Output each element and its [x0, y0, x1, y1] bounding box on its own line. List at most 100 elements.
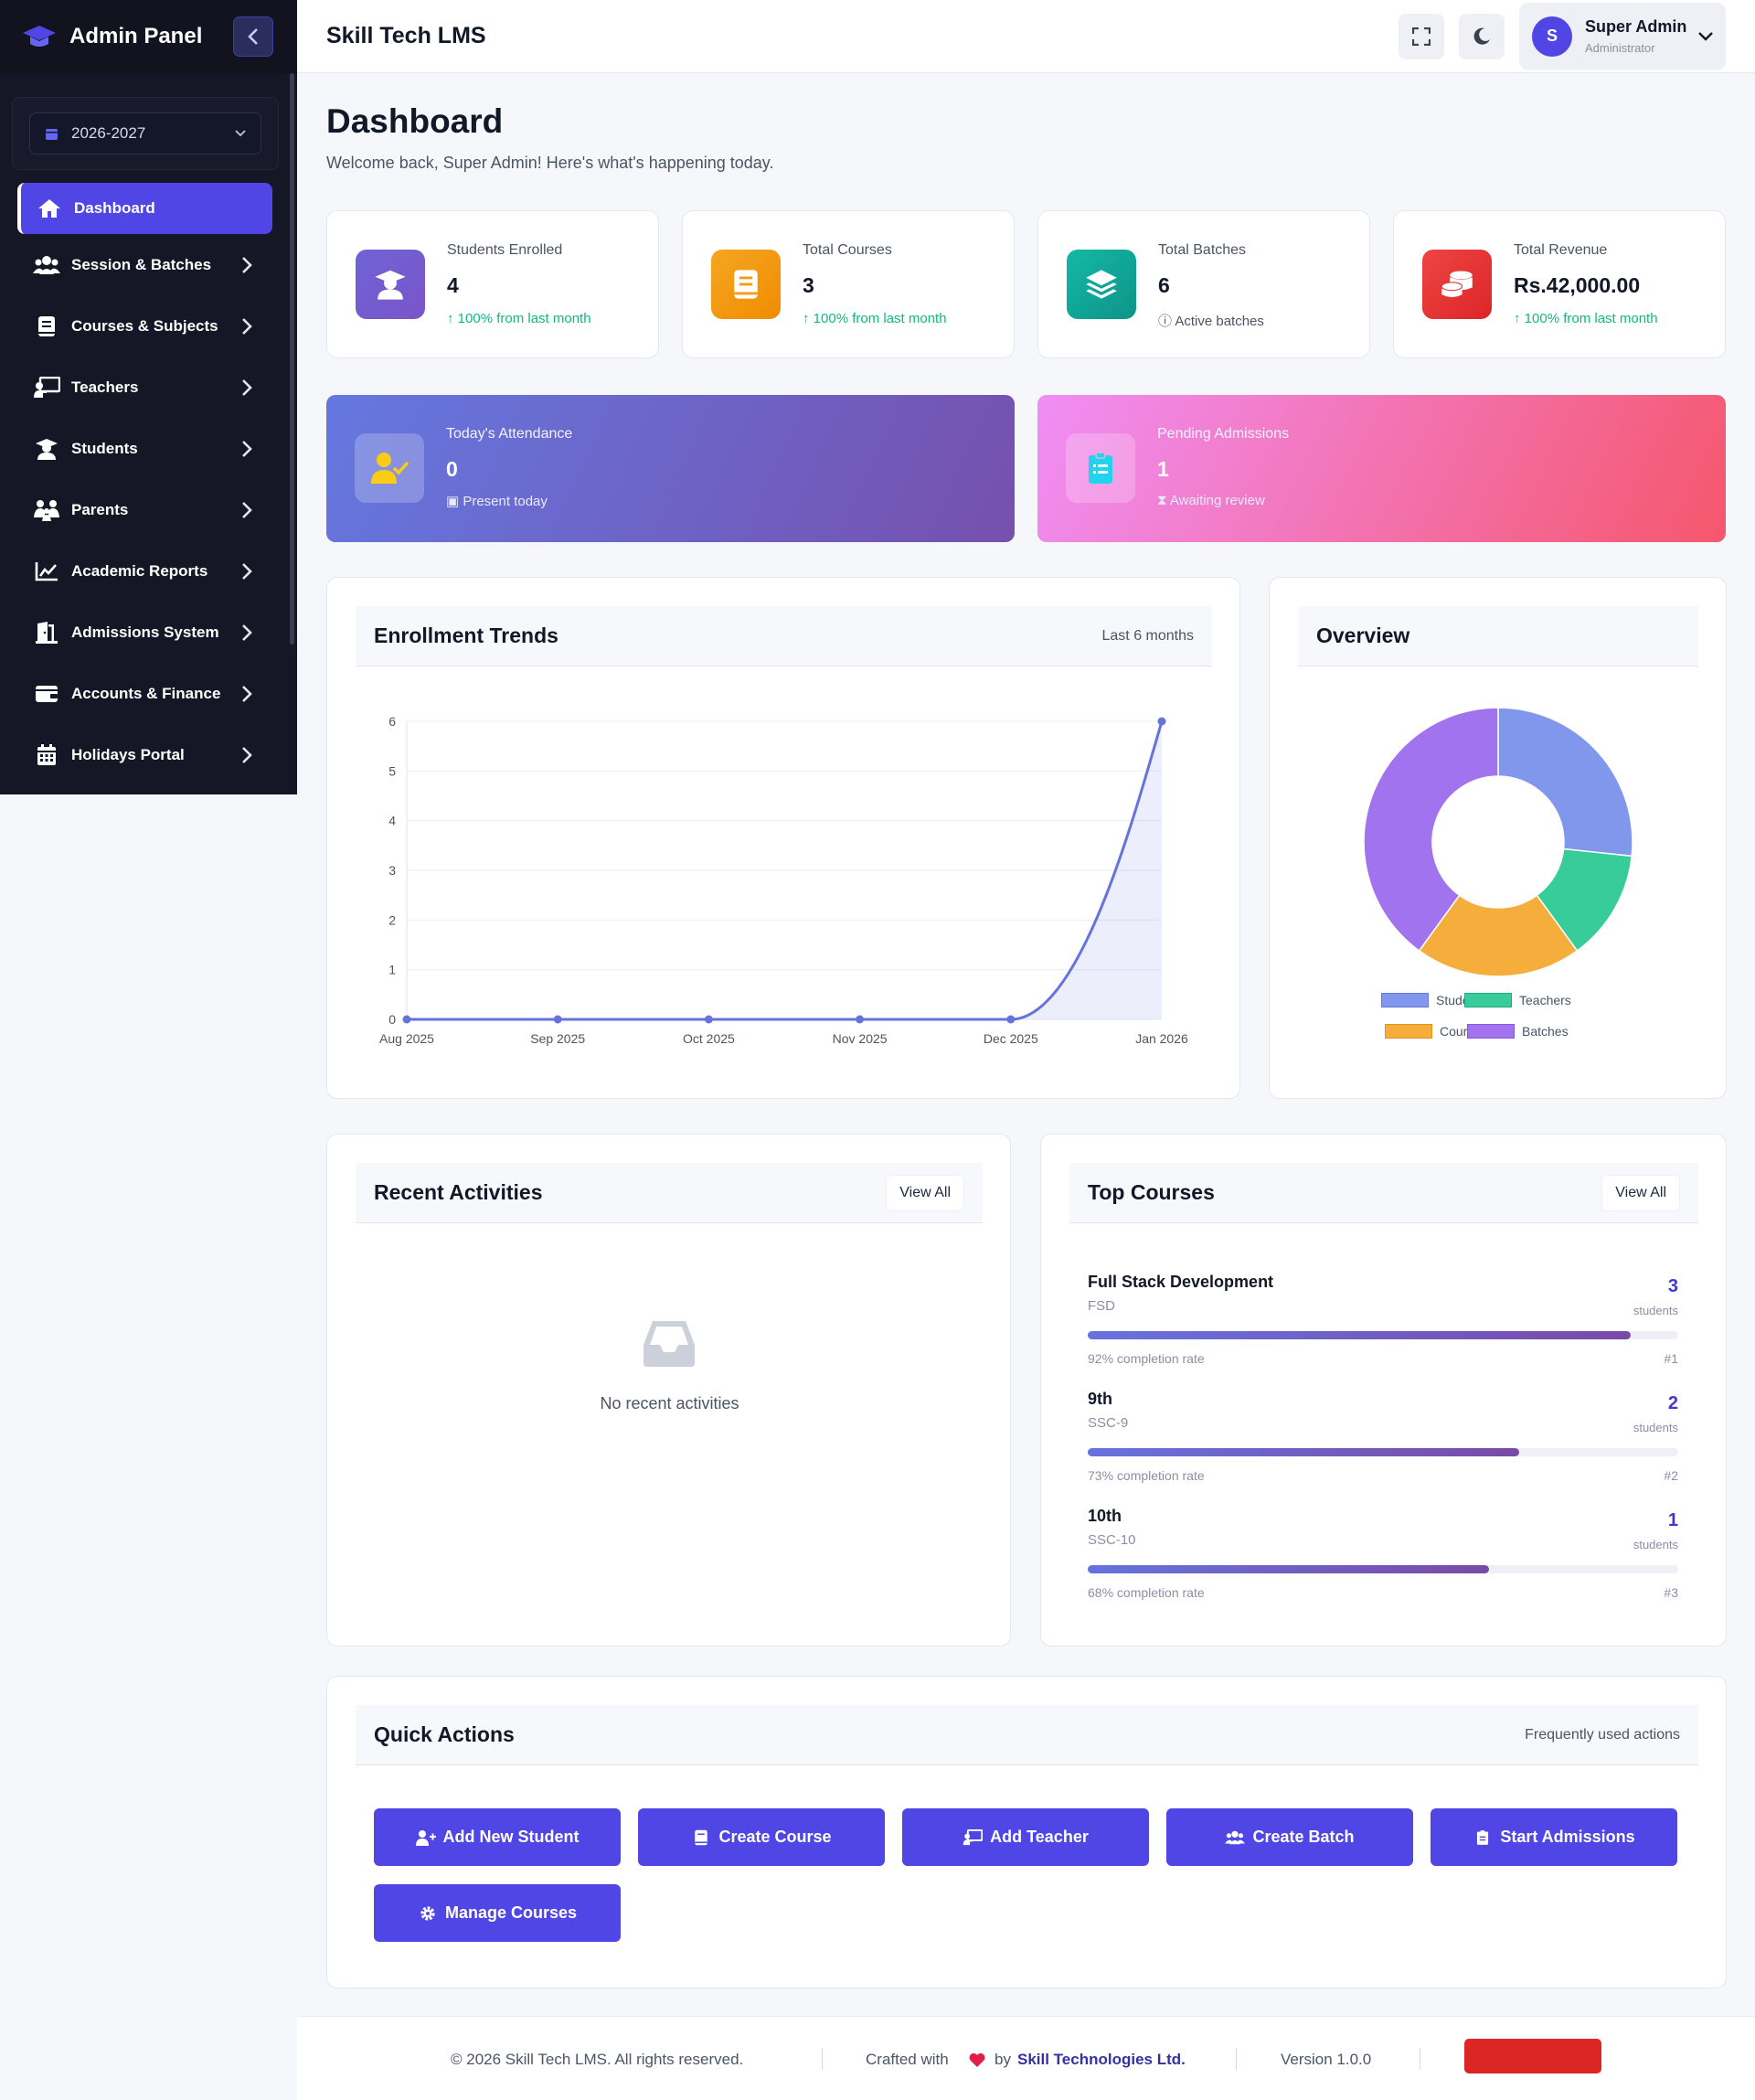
chevron-right-icon [242, 624, 252, 641]
brand-title: Admin Panel [69, 24, 203, 48]
completion-progress-track [1088, 1448, 1678, 1456]
manage-courses-button[interactable]: Manage Courses [374, 1884, 621, 1942]
chevron-right-icon [242, 501, 252, 518]
chevron-right-icon [242, 378, 252, 396]
course-name: 9th [1088, 1390, 1112, 1408]
stat-value: 6 [1158, 273, 1170, 297]
arrow-up-icon: ↑ [447, 311, 458, 326]
x-tick-label: Nov 2025 [833, 1031, 888, 1046]
avatar: S [1532, 16, 1572, 57]
sidebar-item-academic-reports[interactable]: Academic Reports [0, 540, 297, 602]
stat-label: Total Revenue [1514, 242, 1608, 258]
course-student-count: 1 [1667, 1510, 1678, 1530]
stat-card-revenue[interactable]: Total Revenue Rs.42,000.00 ↑ 100% from l… [1393, 210, 1726, 358]
stat-card-batches[interactable]: Total Batches 6 ⓘ Active batches [1037, 210, 1370, 358]
sidebar-item-holidays-portal[interactable]: Holidays Portal [0, 724, 297, 785]
sidebar-brand: Admin Panel [0, 0, 297, 73]
user-menu[interactable]: S Super Admin Administrator [1519, 2, 1726, 70]
sidebar-item-admissions-system[interactable]: Admissions System [0, 602, 297, 663]
sidebar-item-dashboard[interactable]: Dashboard [17, 183, 272, 234]
recent-activities-card: Recent Activities View All No recent act… [326, 1134, 1011, 1647]
attendance-label: Today's Attendance [446, 426, 573, 442]
stat-trend-text: 100% from last month [1524, 311, 1658, 326]
overview-card: Overview Students Teachers Courses Batch… [1269, 577, 1727, 1099]
footer-company-link[interactable]: Skill Technologies Ltd. [1017, 2051, 1186, 2068]
calendar-icon [33, 743, 60, 767]
start-admissions-button[interactable]: Start Admissions [1431, 1808, 1677, 1866]
sidebar-item-session-batches[interactable]: Session & Batches [0, 234, 297, 295]
arrow-up-icon: ↑ [1514, 311, 1525, 326]
stat-card-courses[interactable]: Total Courses 3 ↑ 100% from last month [682, 210, 1015, 358]
create-course-button[interactable]: Create Course [638, 1808, 885, 1866]
chevron-right-icon [242, 317, 252, 335]
fullscreen-button[interactable] [1399, 13, 1444, 59]
y-tick-label: 3 [388, 863, 396, 878]
graduate-icon [375, 270, 406, 300]
admissions-icon-box [1066, 433, 1135, 503]
x-tick-label: Sep 2025 [530, 1031, 585, 1046]
attendance-card[interactable]: Today's Attendance 0 ▣ Present today [326, 395, 1015, 542]
stat-card-students[interactable]: Students Enrolled 4 ↑ 100% from last mon… [326, 210, 659, 358]
theme-toggle-button[interactable] [1459, 13, 1505, 59]
stat-icon [1067, 250, 1136, 319]
legend-label: Teachers [1519, 993, 1571, 1007]
data-point [704, 1015, 713, 1024]
calendar-icon [46, 128, 58, 140]
top-courses-card: Top Courses View All [1040, 1134, 1727, 1647]
completion-progress-track [1088, 1565, 1678, 1573]
course-name: Full Stack Development [1088, 1273, 1274, 1291]
sidebar-item-parents[interactable]: Parents [0, 479, 297, 540]
footer-version: Version 1.0.0 [1281, 2051, 1372, 2068]
sidebar-item-courses-subjects[interactable]: Courses & Subjects [0, 295, 297, 357]
sidebar-item-accounts-finance[interactable]: Accounts & Finance [0, 663, 297, 724]
enrollment-trends-card: Enrollment Trends Last 6 months 0 1 2 3 4 5 6 A… [326, 577, 1240, 1099]
admissions-note-text: Awaiting review [1169, 493, 1265, 508]
chevron-right-icon [242, 440, 252, 457]
attendance-note-text: Present today [463, 494, 548, 509]
user-name: Super Admin [1585, 17, 1687, 36]
sidebar-item-label: Courses & Subjects [71, 316, 218, 335]
footer-crafted: Crafted with [866, 2051, 949, 2068]
session-select[interactable]: 2026-2027 [29, 112, 261, 155]
stat-trend: ↑ 100% from last month [447, 311, 591, 326]
chalkboard-teacher-icon [33, 376, 60, 400]
card-header: Overview [1298, 606, 1698, 666]
legend-swatch [1467, 1024, 1515, 1039]
y-tick-label: 2 [388, 912, 396, 927]
chevron-right-icon [242, 746, 252, 763]
stat-trend: ↑ 100% from last month [803, 311, 947, 326]
sidebar-scrollbar[interactable] [290, 73, 294, 645]
add-new-student-button[interactable]: Add New Student [374, 1808, 621, 1866]
stat-value: 4 [447, 273, 459, 297]
page-title: Dashboard [326, 102, 504, 140]
course-count-unit: students [1633, 1304, 1678, 1317]
quick-actions-card: Quick Actions Frequently used actions Ad… [326, 1676, 1727, 1988]
course-student-count: 2 [1667, 1393, 1678, 1413]
legend-swatch [1381, 993, 1429, 1007]
expand-icon [1412, 27, 1431, 46]
sidebar-item-students[interactable]: Students [0, 418, 297, 479]
stat-icon [356, 250, 425, 319]
data-point [402, 1015, 411, 1024]
report-bug-button[interactable]: ✱ Report a Bug [1464, 2039, 1601, 2089]
door-open-icon [33, 621, 60, 645]
legend-swatch [1464, 993, 1512, 1007]
enrollment-line-chart: 0 1 2 3 4 5 6 Aug 2025 Sep 2025 Oct 2025 Nov 2025 D… [379, 714, 1188, 1046]
course-count-unit: students [1633, 1538, 1678, 1551]
legend-item[interactable]: Batches [1467, 1024, 1569, 1039]
add-teacher-button[interactable]: Add Teacher [902, 1808, 1149, 1866]
view-all-button[interactable]: View All [1601, 1174, 1680, 1211]
sidebar-item-label: Academic Reports [71, 561, 208, 580]
legend-swatch [1385, 1024, 1432, 1039]
create-batch-button[interactable]: Create Batch [1166, 1808, 1413, 1866]
y-tick-label: 0 [388, 1012, 396, 1027]
card-title: Overview [1316, 624, 1410, 647]
legend-item[interactable]: Teachers [1464, 993, 1571, 1007]
view-all-button[interactable]: View All [886, 1174, 964, 1211]
completion-progress-fill [1088, 1565, 1490, 1573]
sidebar-collapse-button[interactable] [233, 16, 273, 57]
pending-admissions-card[interactable]: Pending Admissions 1 ⧗ Awaiting review [1037, 395, 1726, 542]
button-label: Create Course [718, 1828, 832, 1846]
sidebar-item-teachers[interactable]: Teachers [0, 357, 297, 418]
course-rank: #3 [1664, 1585, 1678, 1600]
